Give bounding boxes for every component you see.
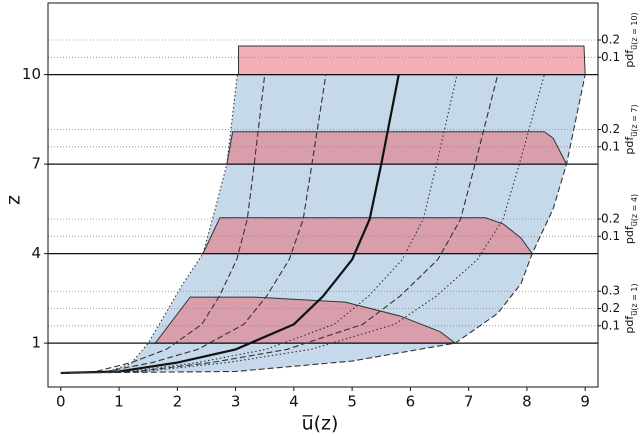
x-tick-label: 3 [231, 393, 241, 411]
curve [60, 74, 238, 374]
pdf-subscript: u̅(z = 1) [630, 283, 639, 316]
pdf-tick-label: 0.1 [601, 318, 620, 332]
pdf-tick-label: 0.2 [601, 32, 620, 46]
x-tick-label: 7 [464, 393, 474, 411]
pdf-axis-label: pdfu̅(z = 10) [623, 12, 639, 67]
x-tick-label: 9 [580, 393, 590, 411]
pdf-label: pdf [623, 225, 636, 244]
y-tick-label: 4 [31, 244, 41, 262]
curve [60, 74, 327, 374]
pdf-tick-label: 0.2 [601, 301, 620, 315]
pdf-tick-label: 0.1 [601, 50, 620, 64]
plot-frame [47, 2, 599, 388]
pdf-label: pdf [623, 49, 636, 68]
x-tick-label: 5 [347, 393, 357, 411]
x-axis-label: u̅(z) [302, 413, 339, 435]
pdf-label: pdf [623, 315, 636, 334]
y-tick-label: 1 [31, 334, 41, 352]
y-tick-label: 10 [22, 65, 41, 83]
pdf-shape [226, 131, 568, 165]
curve [60, 74, 400, 375]
x-tick-label: 1 [114, 393, 124, 411]
y-axis-label: z [3, 195, 25, 205]
pdf-axis-label: pdfu̅(z = 1) [623, 283, 639, 333]
x-tick-label: 4 [289, 393, 299, 411]
pdf-tick-label: 0.1 [601, 139, 620, 153]
curve [60, 74, 586, 374]
x-tick-label: 8 [522, 393, 532, 411]
curve [60, 74, 545, 374]
x-tick-label: 2 [173, 393, 183, 411]
pdf-axis-label: pdfu̅(z = 4) [623, 194, 639, 244]
pdf-subscript: u̅(z = 7) [630, 104, 639, 137]
y-tick-label: 7 [31, 155, 41, 173]
pdf-subscript: u̅(z = 4) [630, 194, 639, 227]
pdf-tick-label: 0.2 [601, 122, 620, 136]
x-tick-label: 0 [56, 393, 66, 411]
pdf-tick-label: 0.2 [601, 212, 620, 226]
pdf-subscript: u̅(z = 10) [630, 12, 639, 50]
pdf-axis-label: pdfu̅(z = 7) [623, 104, 639, 154]
pdf-tick-label: 0.3 [601, 284, 620, 298]
pdf-label: pdf [623, 136, 636, 155]
x-tick-label: 6 [406, 393, 416, 411]
pdf-shape [238, 45, 586, 76]
curve [60, 74, 499, 374]
pdf-tick-label: 0.1 [601, 229, 620, 243]
